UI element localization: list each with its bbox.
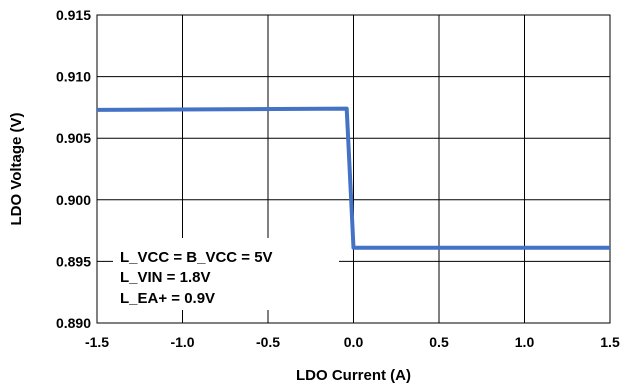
y-tick-label: 0.910 bbox=[56, 69, 91, 85]
series-line bbox=[96, 106, 610, 250]
annotation-vin: L_VIN = 1.8V bbox=[120, 269, 210, 286]
plot-area-frame bbox=[96, 14, 611, 324]
x-tick-labels: -1.5 -1.0 -0.5 0.0 0.5 1.0 1.5 bbox=[85, 334, 620, 350]
y-tick-label: 0.895 bbox=[56, 253, 91, 269]
y-tick-label: 0.900 bbox=[56, 192, 91, 208]
annotation-ea: L_EA+ = 0.9V bbox=[120, 290, 215, 307]
x-tick-label: 1.5 bbox=[600, 334, 620, 350]
x-tick-label: 1.0 bbox=[515, 334, 535, 350]
x-tick-label: -0.5 bbox=[256, 334, 280, 350]
annotation-box bbox=[113, 238, 339, 310]
annotation-vcc: L_VCC = B_VCC = 5V bbox=[120, 249, 273, 266]
x-tick-label: 0.0 bbox=[344, 334, 364, 350]
x-axis-label: LDO Current (A) bbox=[296, 367, 411, 384]
x-tick-label: -1.5 bbox=[85, 334, 109, 350]
y-tick-label: 0.915 bbox=[56, 7, 91, 23]
y-tick-label: 0.905 bbox=[56, 130, 91, 146]
y-tick-labels: 0.890 0.895 0.900 0.905 0.910 0.915 bbox=[56, 7, 91, 331]
x-tick-label: 0.5 bbox=[429, 334, 449, 350]
x-tick-label: -1.0 bbox=[170, 334, 194, 350]
y-tick-label: 0.890 bbox=[56, 315, 91, 331]
series-group bbox=[96, 106, 610, 250]
y-axis-label: LDO Voltage (V) bbox=[8, 112, 25, 225]
